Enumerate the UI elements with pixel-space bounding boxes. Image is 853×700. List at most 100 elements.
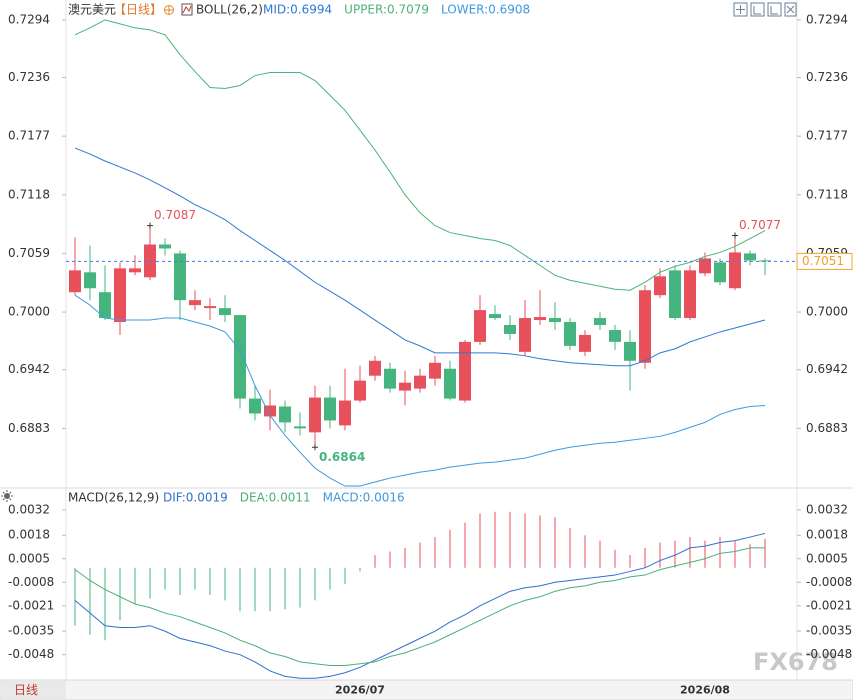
indicator-icon-line <box>182 5 192 14</box>
low-label: 0.6864 <box>319 450 365 464</box>
candle-body <box>639 290 651 363</box>
candle-body <box>129 268 141 273</box>
y-tick-label-right: 0.0005 <box>806 551 848 565</box>
y-tick-label: 0.7177 <box>8 129 50 143</box>
y-tick-label: 0.7118 <box>8 187 50 201</box>
y-tick-label-right: 0.0018 <box>806 528 848 542</box>
sun-icon-core <box>4 493 10 499</box>
candle-body <box>579 334 591 352</box>
candle-body <box>264 405 276 417</box>
candle-body <box>624 341 636 361</box>
tool-zoom-out[interactable] <box>767 2 782 17</box>
candle-body <box>504 325 516 334</box>
candle-body <box>384 368 396 389</box>
low-marker <box>312 444 318 451</box>
candle-body <box>174 253 186 301</box>
candle-body <box>219 308 231 316</box>
candle-body <box>324 397 336 421</box>
y-tick-label-right: -0.0021 <box>806 598 852 612</box>
y-tick-label: 0.6883 <box>8 421 50 435</box>
high-marker <box>732 232 738 239</box>
candle-body <box>474 310 486 342</box>
candle-body <box>459 341 471 401</box>
boll-lines <box>74 19 766 487</box>
candle-body <box>519 318 531 352</box>
y-tick-label-right: 0.6942 <box>806 362 848 376</box>
y-tick-label-right: 0.0032 <box>806 502 848 516</box>
candle-body <box>684 270 696 319</box>
candle-body <box>699 258 711 274</box>
y-tick-label-right: -0.0008 <box>806 575 852 589</box>
y-tick-label: 0.6942 <box>8 362 50 376</box>
sun-icon-rays <box>1 490 13 502</box>
candle-body <box>279 406 291 423</box>
candle-body <box>549 318 561 323</box>
y-tick-label-right: -0.0035 <box>806 624 852 638</box>
high-label: 0.7087 <box>154 208 196 222</box>
indicator-icon[interactable] <box>181 3 193 16</box>
y-tick-label-right: 0.7236 <box>806 70 848 84</box>
toolbar <box>733 2 797 17</box>
y-tick-label: -0.0048 <box>8 647 54 661</box>
y-tick-label: 0.7236 <box>8 70 50 84</box>
candle-body <box>729 252 741 289</box>
period-button-label[interactable]: 日线 <box>14 683 38 697</box>
candle-body <box>534 317 546 321</box>
period-button[interactable] <box>0 681 66 699</box>
y-tick-label-right: -0.0048 <box>806 647 852 661</box>
candle-body <box>234 315 246 399</box>
indicator-line <box>74 147 766 367</box>
y-tick-label: -0.0008 <box>8 575 54 589</box>
candle-body <box>69 270 81 293</box>
candle-body <box>414 375 426 389</box>
indicator-line <box>74 294 766 487</box>
legend-item: MACD:0.0016 <box>323 491 405 505</box>
candle-body <box>654 276 666 296</box>
indicator-value: MID:0.6994 <box>263 3 332 17</box>
chart-title: 澳元美元 <box>68 3 116 17</box>
y-tick-label-right: 0.7000 <box>806 305 848 319</box>
last-price-box <box>796 252 853 270</box>
x-tick-label: 2026/08 <box>680 684 730 697</box>
add-icon[interactable] <box>164 5 174 15</box>
y-tick-label: 0.0032 <box>8 502 50 516</box>
candle-body <box>189 300 201 306</box>
candle-body <box>369 360 381 376</box>
y-tick-label: 0.7294 <box>8 12 50 26</box>
y-tick-label: 0.7059 <box>8 246 50 260</box>
candle-body <box>489 314 501 319</box>
indicator-line <box>74 547 765 667</box>
y-tick-label-right: 0.7177 <box>806 129 848 143</box>
candle-body <box>609 329 621 342</box>
y-tick-label-right: 0.6883 <box>806 421 848 435</box>
candle-body <box>84 272 96 289</box>
candle-body <box>399 382 411 391</box>
y-tick-label: 0.7000 <box>8 305 50 319</box>
y-tick-label-right: 0.7294 <box>806 12 848 26</box>
tool-close[interactable] <box>784 2 797 17</box>
indicator-line <box>74 532 766 679</box>
high-marker <box>147 222 153 229</box>
legend-item: DIF:0.0019 <box>163 491 228 505</box>
legend-item: DEA:0.0011 <box>240 491 311 505</box>
y-tick-label: -0.0035 <box>8 624 54 638</box>
last-price-label: 0.7051 <box>802 254 844 268</box>
indicator-line <box>74 19 766 291</box>
candle-body <box>339 400 351 426</box>
candle-body <box>714 262 726 283</box>
indicator-value: LOWER:0.6908 <box>441 3 530 17</box>
tool-zoom-in[interactable] <box>750 2 765 17</box>
time-axis-bar <box>0 679 853 700</box>
tool-move[interactable] <box>733 2 748 17</box>
y-tick-label: 0.0018 <box>8 528 50 542</box>
y-tick-label: 0.0005 <box>8 551 50 565</box>
candle-body <box>204 306 216 309</box>
candle-body <box>249 398 261 414</box>
candle-body <box>669 270 681 319</box>
indicator-name: BOLL(26,2) <box>196 3 263 17</box>
sun-icon <box>1 490 13 502</box>
candle-body <box>564 322 576 346</box>
candle-body <box>159 244 171 249</box>
